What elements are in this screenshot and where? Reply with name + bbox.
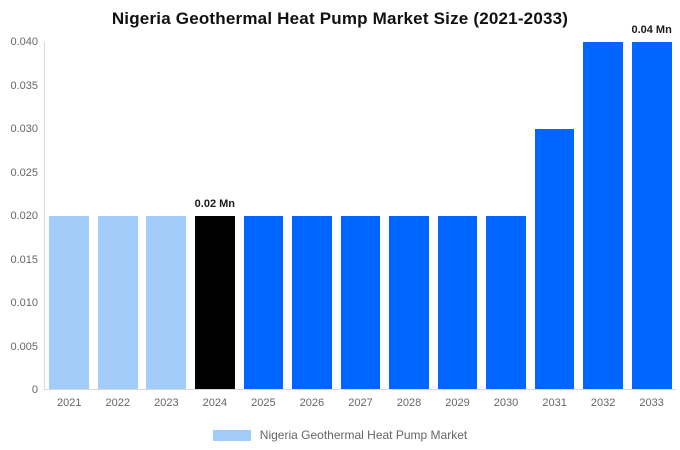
x-axis-tick-label: 2023 xyxy=(154,397,179,409)
bar-2033[interactable] xyxy=(631,42,672,389)
bar-2028[interactable] xyxy=(389,215,429,389)
x-axis-tick-label: 2029 xyxy=(445,397,470,409)
x-axis-tick-label: 2021 xyxy=(57,397,82,409)
y-axis-tick-label: 0.020 xyxy=(10,210,38,222)
bar-2025[interactable] xyxy=(243,215,284,389)
y-axis-tick-label: 0.040 xyxy=(10,36,38,48)
x-axis-tick-label: 2026 xyxy=(299,397,325,409)
bar-2021[interactable] xyxy=(49,215,90,389)
x-axis-tick-label: 2022 xyxy=(105,397,131,409)
bar-2024[interactable] xyxy=(194,215,235,389)
bar-slot-2031: 2031 xyxy=(530,42,579,409)
bar-slot-2027: 2027 xyxy=(336,42,385,409)
y-axis: 0.040 0.035 0.030 0.025 0.020 0.015 0.010 0.005… xyxy=(0,36,38,396)
y-axis-tick-label: 0.030 xyxy=(10,123,38,135)
bar-2022[interactable] xyxy=(97,215,138,389)
plot-area: 2021 2022 2023 0.02 Mn 2024 2025 2026 2027 2028 2… xyxy=(44,24,676,409)
chart-title: Nigeria Geothermal Heat Pump Market Size… xyxy=(111,9,569,28)
bar-value-label-2033: 0.04 Mn xyxy=(631,24,672,36)
bar-value-label-2024: 0.02 Mn xyxy=(194,198,236,210)
x-axis-tick-label: 2025 xyxy=(251,397,276,409)
y-axis-tick-label: 0.015 xyxy=(10,253,38,266)
bar-2029[interactable] xyxy=(437,215,478,389)
bar-slot-2032: 2032 xyxy=(579,42,628,409)
bar-slot-2033: 0.04 Mn 2033 xyxy=(627,24,676,409)
bar-2023[interactable] xyxy=(146,215,187,389)
y-axis-tick-label: 0.025 xyxy=(10,166,38,179)
x-axis-tick-label: 2031 xyxy=(542,397,567,409)
bar-slot-2026: 2026 xyxy=(288,42,337,409)
y-axis-tick-label: 0.035 xyxy=(10,79,38,92)
bar-2030[interactable] xyxy=(486,215,526,389)
bar-slot-2022: 2022 xyxy=(94,42,143,409)
bar-slot-2028: 2028 xyxy=(385,42,434,409)
bar-slot-2025: 2025 xyxy=(239,42,288,409)
legend-label: Nigeria Geothermal Heat Pump Market xyxy=(259,428,468,442)
bar-2027[interactable] xyxy=(340,215,381,389)
x-axis-tick-label: 2030 xyxy=(493,397,519,409)
x-axis-tick-label: 2032 xyxy=(590,397,616,409)
x-axis-tick-label: 2033 xyxy=(639,397,664,409)
bar-slot-2023: 2023 xyxy=(142,42,191,409)
bar-2031[interactable] xyxy=(534,128,575,389)
x-axis-tick-label: 2024 xyxy=(202,397,228,409)
bar-2026[interactable] xyxy=(292,215,332,389)
legend-swatch-icon xyxy=(212,429,251,441)
bar-slot-2029: 2029 xyxy=(433,42,482,409)
bar-slot-2024: 0.02 Mn 2024 xyxy=(191,42,240,409)
bar-slot-2030: 2030 xyxy=(482,42,531,409)
x-axis-tick-label: 2028 xyxy=(396,397,422,409)
y-axis-tick-label: 0.005 xyxy=(10,340,38,353)
x-axis-tick-label: 2027 xyxy=(348,397,373,409)
bar-2032[interactable] xyxy=(583,42,623,389)
bars-group: 2021 2022 2023 0.02 Mn 2024 2025 2026 2027 2028 2… xyxy=(45,24,676,409)
y-axis-tick-label: 0.010 xyxy=(10,297,38,309)
y-axis-tick-label: 0 xyxy=(31,384,38,396)
bar-slot-2021: 2021 xyxy=(45,42,94,409)
legend[interactable]: Nigeria Geothermal Heat Pump Market xyxy=(0,428,680,442)
